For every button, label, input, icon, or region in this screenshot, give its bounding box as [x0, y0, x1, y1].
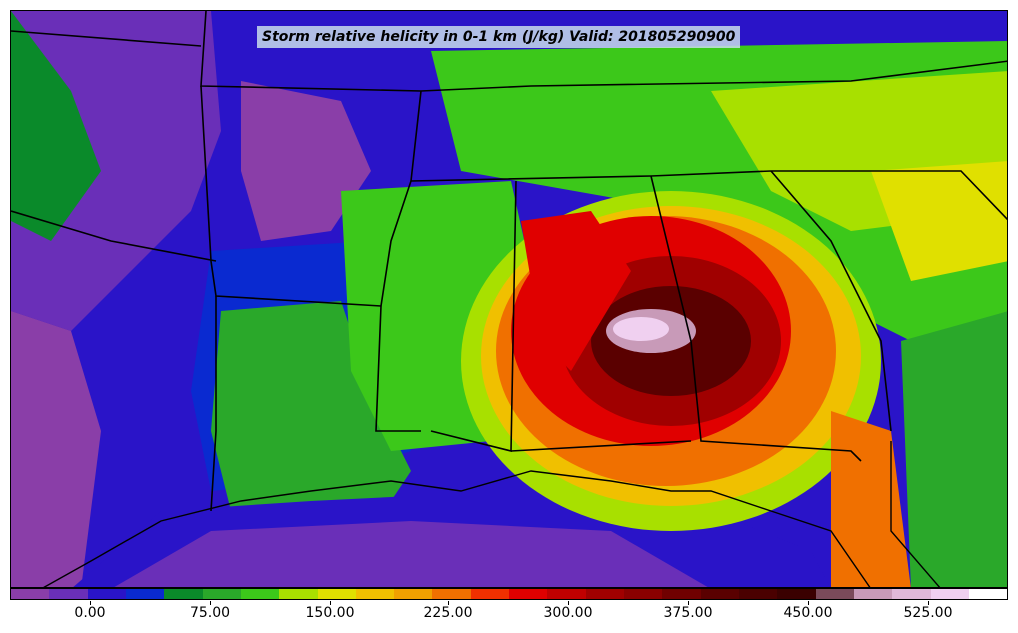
- colorbar-segment: [355, 589, 395, 599]
- field-texas-purple: [11, 311, 101, 587]
- colorbar-segment: [700, 589, 739, 599]
- colorbar-tick-label: 450.00: [783, 605, 833, 621]
- colorbar-segment: [279, 589, 318, 599]
- colorbar-tick-label: 375.00: [663, 605, 713, 621]
- florida-coastline: [890, 441, 941, 587]
- colorbar: [10, 588, 1008, 600]
- colorbar-segment: [815, 589, 854, 599]
- field-plains-purple: [241, 81, 371, 241]
- field-green-lowland: [211, 301, 411, 531]
- colorbar-segment: [968, 589, 1008, 599]
- colorbar-segment: [11, 589, 50, 599]
- colorbar-segment: [49, 589, 88, 599]
- colorbar-segment: [509, 589, 548, 599]
- colorbar-segment: [662, 589, 701, 599]
- storm-core: [613, 317, 669, 341]
- colorbar-tick: [448, 601, 449, 605]
- storm-west-arm: [521, 211, 631, 371]
- field-gulf-purple: [114, 521, 708, 587]
- helicity-map: Storm relative helicity in 0-1 km (J/kg)…: [10, 10, 1008, 588]
- colorbar-tick-label: 225.00: [423, 605, 473, 621]
- colorbar-segment: [892, 589, 931, 599]
- colorbar-segment: [394, 589, 433, 599]
- field-north-green: [11, 11, 101, 241]
- colorbar-segment: [164, 589, 203, 599]
- map-canvas: [11, 11, 1007, 587]
- colorbar-tick-label: 525.00: [903, 605, 953, 621]
- colorbar-tick-label: 75.00: [189, 605, 231, 621]
- colorbar-segment: [738, 589, 778, 599]
- colorbar-segment: [470, 589, 510, 599]
- colorbar-tick-label: 300.00: [543, 605, 593, 621]
- colorbar-segment: [125, 589, 165, 599]
- gulf-coastline: [43, 470, 871, 587]
- colorbar-segment: [777, 589, 816, 599]
- colorbar-segment: [202, 589, 241, 599]
- colorbar-tick: [808, 601, 809, 605]
- colorbar-tick: [210, 601, 211, 605]
- colorbar-segment: [432, 589, 471, 599]
- colorbar-tick: [90, 601, 91, 605]
- colorbar-tick: [928, 601, 929, 605]
- colorbar-tick-label: 150.00: [305, 605, 355, 621]
- state-boundaries: [11, 11, 1007, 512]
- field-atlantic-green: [901, 311, 1007, 587]
- colorbar-tick: [568, 601, 569, 605]
- map-title: Storm relative helicity in 0-1 km (J/kg)…: [257, 26, 741, 48]
- colorbar-tick-label: 0.00: [74, 605, 106, 621]
- colorbar-segment: [317, 589, 356, 599]
- colorbar-segment: [585, 589, 624, 599]
- colorbar-tick: [330, 601, 331, 605]
- colorbar-segment: [547, 589, 586, 599]
- field-carolina-yellow: [871, 161, 1007, 281]
- colorbar-segment: [930, 589, 969, 599]
- colorbar-segment: [853, 589, 893, 599]
- colorbar-segment: [624, 589, 663, 599]
- colorbar-segment: [87, 589, 126, 599]
- colorbar-segment: [240, 589, 280, 599]
- colorbar-tick: [688, 601, 689, 605]
